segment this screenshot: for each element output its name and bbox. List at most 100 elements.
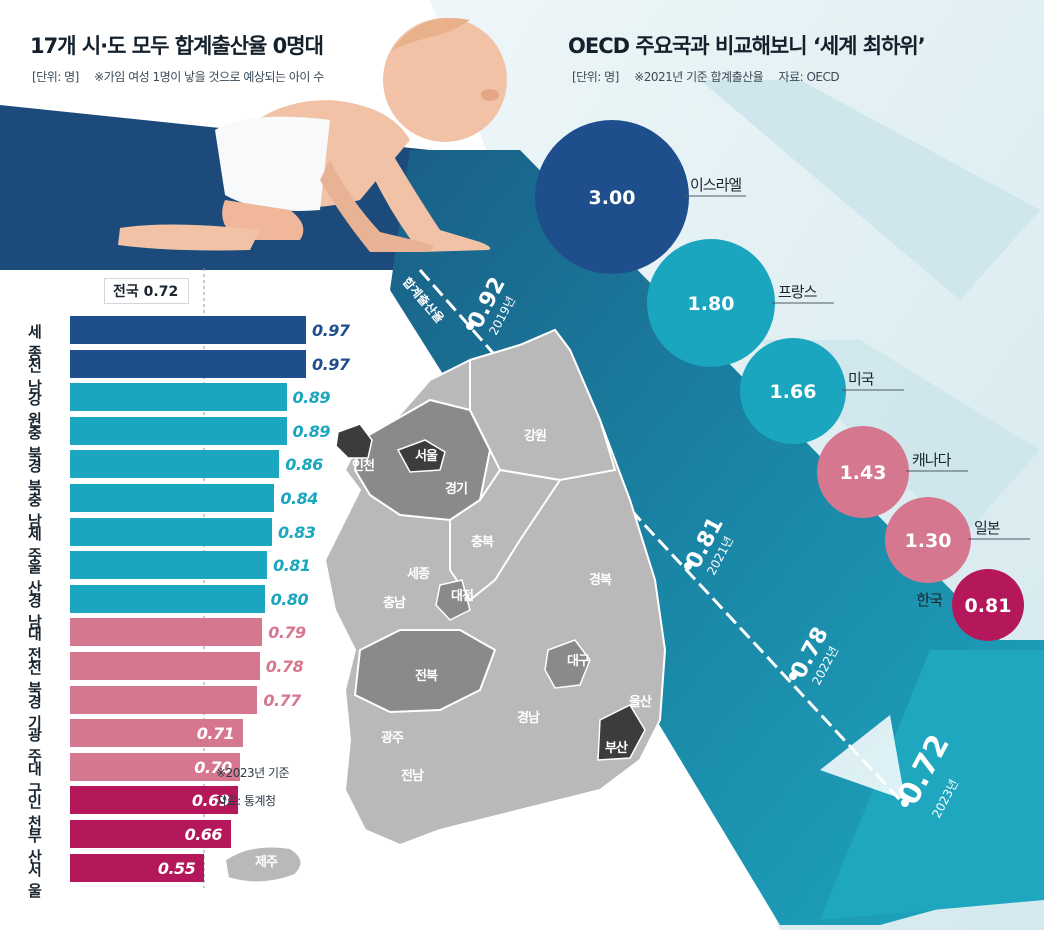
bar: [70, 584, 265, 613]
bar: [70, 383, 287, 412]
bubble-country-label: 캐나다: [912, 451, 952, 469]
bubble: [535, 120, 689, 274]
bubble-value-label: 1.43: [840, 462, 887, 484]
bubble-value-label: 3.00: [589, 187, 636, 209]
bar: [70, 618, 263, 647]
bar: [70, 316, 306, 344]
bar-category-label: 전북: [28, 659, 42, 698]
bar: [70, 685, 258, 714]
map-region-label: 제주: [255, 855, 278, 870]
bar: [70, 517, 272, 546]
oecd-bubble-chart: 3.00 이스라엘 1.80 프랑스 1.66 미국 1.43 캐나다 1.30 일본 0.81 한국: [535, 120, 1030, 641]
map-region-label: 부산: [605, 740, 628, 756]
map-region-jeonbuk: [353, 629, 497, 714]
trend-point: [901, 799, 909, 807]
trend-stroke-arrowhead: [820, 715, 905, 800]
bar: [70, 820, 231, 848]
bar-value-label: 0.86: [285, 455, 323, 475]
bar-value-label: 0.83: [277, 522, 316, 542]
bar: [70, 719, 243, 748]
baby-illustration: [118, 18, 507, 252]
right-panel-source: 자료: OECD: [778, 70, 840, 84]
map-region-label: 대구: [567, 654, 590, 669]
trend-arrowhead: [820, 650, 1044, 920]
map-region-busan: [597, 704, 646, 761]
bubble-value-label: 1.80: [688, 293, 735, 315]
bubble: [647, 239, 775, 367]
bar: [70, 752, 241, 781]
bar-value-label: 0.71: [196, 724, 235, 744]
national-average-tag: 전국 0.72: [104, 278, 190, 304]
bar-value-label: 0.66: [184, 825, 223, 844]
region-bar-chart: 세종 0.97 전남 0.97 강원 0.89 충북 0.89 경북 0.86 충남 0.84 제주 0.…: [0, 0, 350, 900]
bar-category-label: 대구: [28, 759, 42, 799]
trend-point: [684, 562, 692, 570]
trend-point: [789, 672, 797, 680]
bubble-country-label: 미국: [848, 370, 875, 388]
map-region-chungbuk: [449, 468, 562, 602]
map-region-incheon: [335, 423, 373, 459]
map-region-label: 광주: [381, 731, 404, 746]
bar-category-label: 서울: [28, 860, 42, 900]
bar: [70, 786, 238, 815]
right-panel-unit: [단위: 명]: [572, 70, 619, 84]
bar-category-label: 전남: [28, 356, 42, 396]
national-average-value: 0.72: [143, 284, 179, 300]
left-panel-title: 17개 시·도 모두 합계출산율 0명대: [30, 34, 324, 58]
background-arrow-light: [700, 80, 1040, 300]
bar-category-label: 충북: [28, 423, 42, 463]
bar: [70, 484, 275, 512]
bar-category-label: 광주: [28, 726, 42, 766]
national-average-label: 전국: [113, 284, 139, 300]
bar-value-label: 0.97: [312, 354, 350, 374]
bar-category-label: 인천: [28, 793, 42, 833]
map-region-label: 대전: [451, 588, 473, 604]
bar-value-label: 0.89: [292, 421, 331, 441]
map-region-label: 경북: [589, 572, 612, 588]
bubble-country-label: 이스라엘: [690, 176, 741, 194]
map-region-daegu: [544, 639, 591, 689]
map-region-label: 충북: [471, 534, 494, 550]
right-panel-subtitle: [단위: 명] ※2021년 기준 합계출산율 자료: OECD: [572, 68, 851, 85]
bar-category-label: 울산: [28, 558, 42, 598]
bar-value-label: 0.70: [194, 757, 232, 777]
korea-map: [223, 328, 667, 884]
bar-value-label: 0.69: [191, 791, 230, 811]
bar: [70, 652, 260, 680]
map-region-label: 경남: [517, 710, 540, 726]
bubble-country-label: 프랑스: [778, 283, 818, 301]
trend-point: [466, 322, 474, 330]
left-panel-unit: [단위: 명]: [32, 70, 79, 84]
bar-category-label: 제주: [28, 524, 42, 564]
bar-value-label: 0.81: [273, 556, 311, 576]
bar-category-label: 충남: [28, 491, 42, 530]
right-panel-note: ※2021년 기준 합계출산율: [634, 70, 764, 84]
bar-value-label: 0.80: [270, 589, 309, 609]
bar: [70, 551, 268, 580]
map-region-label: 세종: [407, 567, 430, 582]
map-region-label: 충남: [383, 595, 406, 611]
left-panel-footnote: ※2023년 기준: [216, 766, 290, 780]
map-region-label: 경기: [445, 481, 467, 497]
map-region-daejeon: [435, 579, 471, 621]
right-panel-title: OECD 주요국과 비교해보니 ‘세계 최하위’: [568, 34, 926, 58]
bar: [70, 416, 287, 445]
bar: [70, 450, 280, 479]
map-region-label: 전북: [415, 668, 438, 684]
bar: [70, 853, 204, 882]
bar-value-label: 0.77: [263, 690, 301, 710]
bar-value-label: 0.55: [157, 858, 196, 878]
map-region-label: 서울: [415, 448, 438, 464]
map-region-label: 전남: [401, 768, 424, 784]
left-panel-note: ※가임 여성 1명이 낳을 것으로 예상되는 아이 수: [94, 70, 324, 84]
left-panel-subtitle: [단위: 명] ※가임 여성 1명이 낳을 것으로 예상되는 아이 수: [32, 68, 336, 85]
bar-category-label: 세종: [28, 323, 42, 362]
bar-value-label: 0.84: [280, 489, 318, 508]
map-region-label: 강원: [524, 428, 546, 444]
bar-category-label: 부산: [28, 827, 42, 866]
bar-category-label: 경기: [28, 692, 42, 732]
bubble: [952, 569, 1024, 641]
map-region-jeju: [223, 845, 303, 884]
